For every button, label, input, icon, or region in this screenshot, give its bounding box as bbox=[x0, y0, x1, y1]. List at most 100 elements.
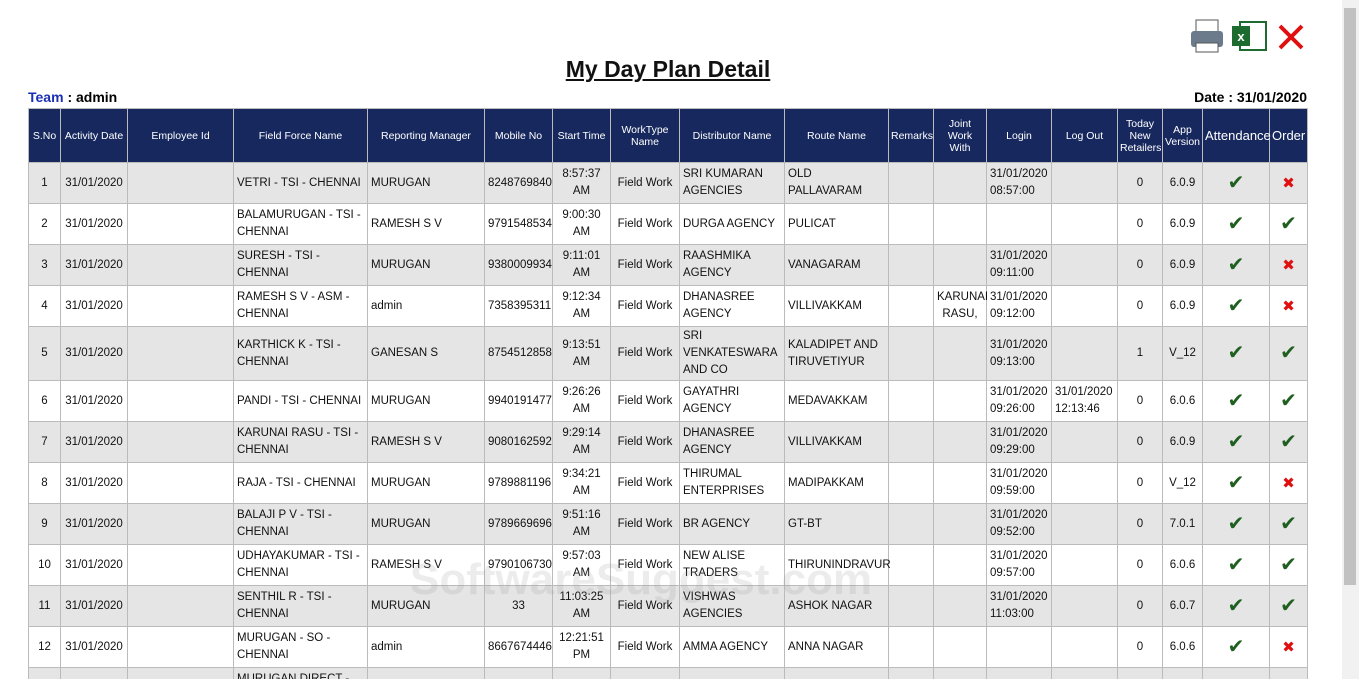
table-cell: ✖ bbox=[1269, 244, 1308, 286]
plan-table: S.No Activity Date Employee Id Field Force … bbox=[28, 108, 1308, 679]
table-cell: V_12 bbox=[1162, 326, 1203, 381]
table-cell: 31/01/2020 09:59:00 bbox=[986, 462, 1052, 504]
table-cell bbox=[127, 162, 234, 204]
table-cell: 9940191477 bbox=[484, 380, 553, 422]
table-cell: Field Work bbox=[610, 203, 680, 245]
table-cell: ✔ bbox=[1202, 503, 1270, 545]
print-icon[interactable] bbox=[1191, 19, 1223, 53]
table-cell: 12 bbox=[28, 626, 61, 668]
table-cell: 31/01/2020 08:57:00 bbox=[986, 162, 1052, 204]
table-cell: 7092587060 bbox=[484, 667, 553, 679]
table-cell: 31/01/2020 bbox=[60, 244, 128, 286]
table-row: 7 31/01/2020 KARUNAI RASU - TSI - CHENNAI R… bbox=[28, 421, 1308, 463]
table-cell: RAMESH S V bbox=[367, 203, 485, 245]
table-cell: 2 bbox=[28, 203, 61, 245]
table-cell bbox=[888, 503, 934, 545]
table-cell: MURUGAN bbox=[367, 244, 485, 286]
table-cell: Field Work bbox=[610, 162, 680, 204]
table-cell: 9791548534 bbox=[484, 203, 553, 245]
table-row: 11 31/01/2020 SENTHIL R - TSI - CHENNAI MUR… bbox=[28, 585, 1308, 627]
table-cell: KARTHICK K - TSI - CHENNAI bbox=[233, 326, 368, 381]
table-cell bbox=[888, 462, 934, 504]
scroll-thumb[interactable] bbox=[1344, 8, 1356, 585]
table-cell: V_12 bbox=[1162, 462, 1203, 504]
table-row: 6 31/01/2020 PANDI - TSI - CHENNAI MURUGAN 9… bbox=[28, 380, 1308, 422]
table-cell: 7358395311 bbox=[484, 285, 553, 327]
table-cell bbox=[1051, 585, 1118, 627]
table-cell: DURGA AGENCY bbox=[679, 203, 785, 245]
table-cell: ✔ bbox=[1202, 285, 1270, 327]
table-cell: KALADIPET AND TIRUVETIYUR bbox=[784, 326, 889, 381]
table-cell: 0 bbox=[1117, 421, 1163, 463]
table-cell: VISHWAS AGENCIES bbox=[679, 585, 785, 627]
table-cell: 31/01/2020 09:57:00 bbox=[986, 544, 1052, 586]
table-cell: Field Work bbox=[610, 585, 680, 627]
table-cell bbox=[127, 244, 234, 286]
column-header: WorkType Name bbox=[610, 108, 680, 163]
table-cell: 11 bbox=[28, 585, 61, 627]
table-cell: Field Work bbox=[610, 326, 680, 381]
table-cell: 31/01/2020 bbox=[60, 326, 128, 381]
table-cell bbox=[888, 244, 934, 286]
table-cell: Field Work bbox=[610, 380, 680, 422]
date: Date : 31/01/2020 bbox=[1194, 89, 1307, 105]
table-cell: 6 bbox=[28, 380, 61, 422]
team-label: Team bbox=[28, 89, 64, 105]
table-cell: 13 bbox=[28, 667, 61, 679]
table-cell: 0 bbox=[1117, 203, 1163, 245]
table-row: 10 31/01/2020 UDHAYAKUMAR - TSI - CHENNAI R… bbox=[28, 544, 1308, 586]
table-cell: RAMESH S V bbox=[367, 544, 485, 586]
column-header: Log Out bbox=[1051, 108, 1118, 163]
table-cell: 31/01/2020 12:13:46 bbox=[1051, 380, 1118, 422]
column-header: Mobile No bbox=[484, 108, 553, 163]
table-row: 1 31/01/2020 VETRI - TSI - CHENNAI MURUGAN 8… bbox=[28, 162, 1308, 204]
table-cell bbox=[986, 626, 1052, 668]
table-cell: 8754512858 bbox=[484, 326, 553, 381]
column-header: Attendance bbox=[1202, 108, 1271, 163]
table-cell bbox=[888, 667, 934, 679]
table-cell: 0 bbox=[1117, 667, 1163, 679]
close-icon[interactable] bbox=[1278, 24, 1304, 50]
table-cell: 31/01/2020 bbox=[60, 162, 128, 204]
table-cell: ✔ bbox=[1269, 585, 1308, 627]
table-cell: GANESAN S bbox=[367, 326, 485, 381]
excel-icon[interactable]: x bbox=[1232, 21, 1267, 51]
table-cell: 9790106730 bbox=[484, 544, 553, 586]
table-cell: 31/01/2020 bbox=[60, 203, 128, 245]
table-cell: MURUGAN bbox=[367, 162, 485, 204]
column-header: Activity Date bbox=[60, 108, 128, 163]
table-cell: 6.0.7 bbox=[1162, 585, 1203, 627]
column-header: Start Time bbox=[552, 108, 611, 163]
table-cell: 11:03:25 AM bbox=[552, 585, 611, 627]
column-header: Order bbox=[1269, 108, 1308, 163]
table-cell bbox=[933, 326, 987, 381]
table-cell: 9080162592 bbox=[484, 421, 553, 463]
table-cell: ✔ bbox=[1269, 203, 1308, 245]
column-header: Route Name bbox=[784, 108, 889, 163]
table-cell: 9:13:51 AM bbox=[552, 326, 611, 381]
table-cell: MURUGAN bbox=[367, 585, 485, 627]
scrollbar[interactable] bbox=[1342, 0, 1359, 679]
table-cell: 6.0.9 bbox=[1162, 203, 1203, 245]
team: Team : admin bbox=[28, 89, 117, 105]
table-cell: 31/01/2020 bbox=[60, 544, 128, 586]
table-cell: 6.0.6 bbox=[1162, 626, 1203, 668]
table-cell: GAYATHRI AGENCY bbox=[679, 380, 785, 422]
table-cell: OLD PALLAVARAM bbox=[784, 162, 889, 204]
table-cell: 0 bbox=[1117, 503, 1163, 545]
table-cell bbox=[784, 667, 889, 679]
table-cell: VILLIVAKKAM bbox=[784, 421, 889, 463]
table-cell: ✔ bbox=[1202, 626, 1270, 668]
table-cell: ✔ bbox=[1202, 162, 1270, 204]
table-cell bbox=[1051, 162, 1118, 204]
table-cell: 6.0.6 bbox=[1162, 380, 1203, 422]
table-cell: 0 bbox=[1117, 244, 1163, 286]
table-cell: 1 bbox=[1117, 326, 1163, 381]
table-cell bbox=[1051, 421, 1118, 463]
table-cell: MURUGAN bbox=[367, 380, 485, 422]
table-cell: 0 bbox=[1117, 285, 1163, 327]
column-header: Distributor Name bbox=[679, 108, 785, 163]
column-header: Today New Retailers bbox=[1117, 108, 1163, 163]
table-cell bbox=[610, 667, 680, 679]
